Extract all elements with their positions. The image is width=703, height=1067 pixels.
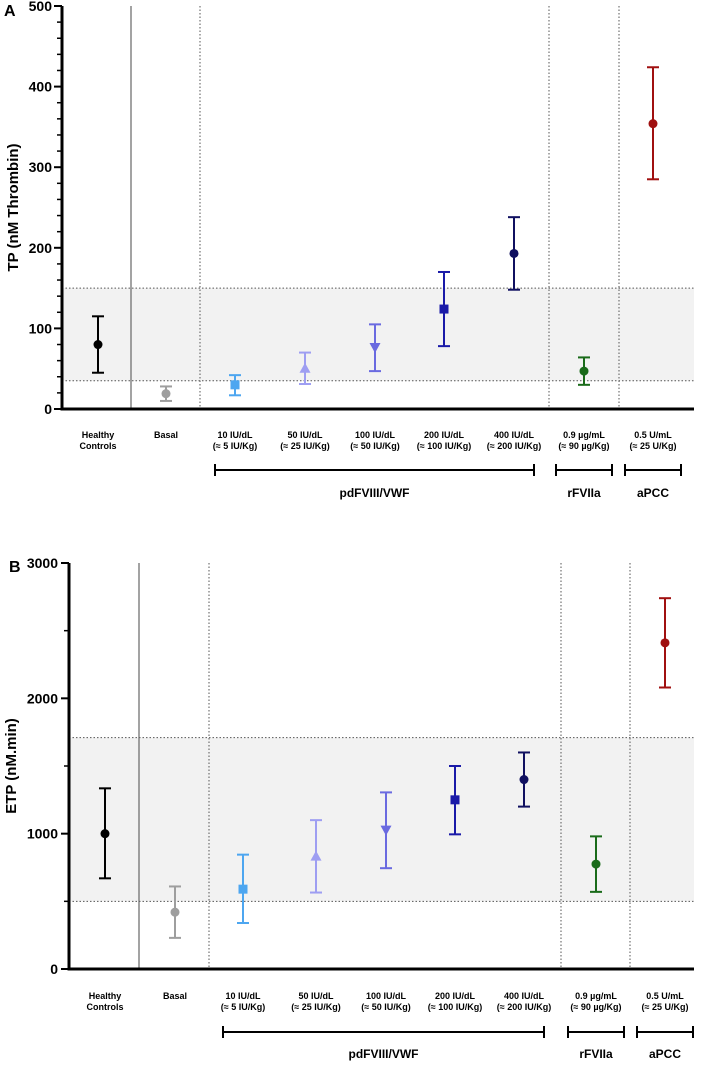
category-label-line2: (≈ 50 IU/Kg) [350,441,399,451]
data-point-circle [660,638,670,648]
group-label: rFVIIa [567,486,601,500]
data-point-triangle-up [310,850,322,861]
panel-b: 0 1000 2000 3000 ETP (nM.min) B HealthyControl… [3,555,694,1061]
category-label-line1: 400 IU/dL [504,991,545,1001]
y-tick-label: 300 [29,159,53,175]
data-point-square [238,884,248,894]
category-label-line1: 200 IU/dL [424,430,465,440]
data-point-circle [579,366,589,376]
data-point-circle [648,119,658,129]
group-label: pdFVIII/VWF [340,486,410,500]
data-point-circle [93,340,103,350]
y-tick-label: 3000 [27,555,58,571]
category-label-line1: 0.5 U/mL [646,991,684,1001]
reference-band [70,737,694,902]
category-label-line2: (≈ 5 IU/Kg) [213,441,257,451]
category-label-line2: (≈ 50 IU/Kg) [361,1002,410,1012]
panel-label: B [9,559,21,576]
category-label-line1: 100 IU/dL [366,991,407,1001]
category-label-line2: (≈ 5 IU/Kg) [221,1002,265,1012]
category-label-line2: (≈ 25 U/Kg) [630,441,677,451]
y-tick-label: 1000 [27,826,58,842]
category-label-line1: 50 IU/dL [287,430,323,440]
category-label-line1: 50 IU/dL [298,991,334,1001]
data-point-square [439,304,449,314]
data-point-circle [161,389,171,399]
data-point-circle [591,859,601,869]
category-label-line1: 0.9 µg/mL [563,430,605,440]
category-label-line2: (≈ 100 IU/Kg) [417,441,471,451]
y-axis-title: ETP (nM.min) [3,718,20,814]
category-label-line2: (≈ 25 IU/Kg) [280,441,329,451]
category-label-line1: Healthy [82,430,115,440]
category-label-line2: (≈ 100 IU/Kg) [428,1002,482,1012]
category-label-line2: (≈ 200 IU/Kg) [487,441,541,451]
category-label-line2: (≈ 25 U/Kg) [642,1002,689,1012]
data-point-triangle-down [380,825,392,836]
category-label-line1: Basal [154,430,178,440]
panel-a: 0 100 200 300 400 500 TP (nM Thrombin) A Healthy… [4,0,694,500]
category-label-line1: 10 IU/dL [217,430,253,440]
data-point-circle [100,829,110,839]
category-label-line1: 400 IU/dL [494,430,535,440]
reference-band [63,288,694,381]
data-point-triangle-up [299,362,311,373]
category-label-line1: 0.5 U/mL [634,430,672,440]
category-label-line2: (≈ 90 µg/Kg) [570,1002,621,1012]
group-label: aPCC [637,486,669,500]
data-point-circle [519,775,529,785]
y-tick-label: 500 [29,0,53,14]
category-label-line2: Controls [87,1002,124,1012]
y-tick-label: 0 [50,961,58,977]
category-label-line1: 0.9 µg/mL [575,991,617,1001]
data-point-square [450,795,460,805]
y-tick-label: 100 [29,320,53,336]
data-point-circle [170,907,180,917]
y-tick-label: 200 [29,240,53,256]
y-axis-title: TP (nM Thrombin) [5,143,22,271]
category-label-line2: (≈ 200 IU/Kg) [497,1002,551,1012]
category-label-line1: 10 IU/dL [225,991,261,1001]
category-label-line2: (≈ 90 µg/Kg) [558,441,609,451]
category-label-line1: 100 IU/dL [355,430,396,440]
category-label-line1: Healthy [89,991,122,1001]
category-label-line2: (≈ 25 IU/Kg) [291,1002,340,1012]
category-label-line2: Controls [80,441,117,451]
category-label-line1: Basal [163,991,187,1001]
data-point-triangle-down [369,342,381,353]
category-label-line1: 200 IU/dL [435,991,476,1001]
y-tick-label: 0 [44,401,52,417]
group-label: pdFVIII/VWF [349,1047,419,1061]
panel-label: A [4,3,16,20]
group-label: aPCC [649,1047,681,1061]
y-tick-label: 400 [29,79,53,95]
data-point-circle [509,248,519,258]
group-label: rFVIIa [579,1047,613,1061]
data-point-square [230,380,240,390]
y-tick-label: 2000 [27,690,58,706]
